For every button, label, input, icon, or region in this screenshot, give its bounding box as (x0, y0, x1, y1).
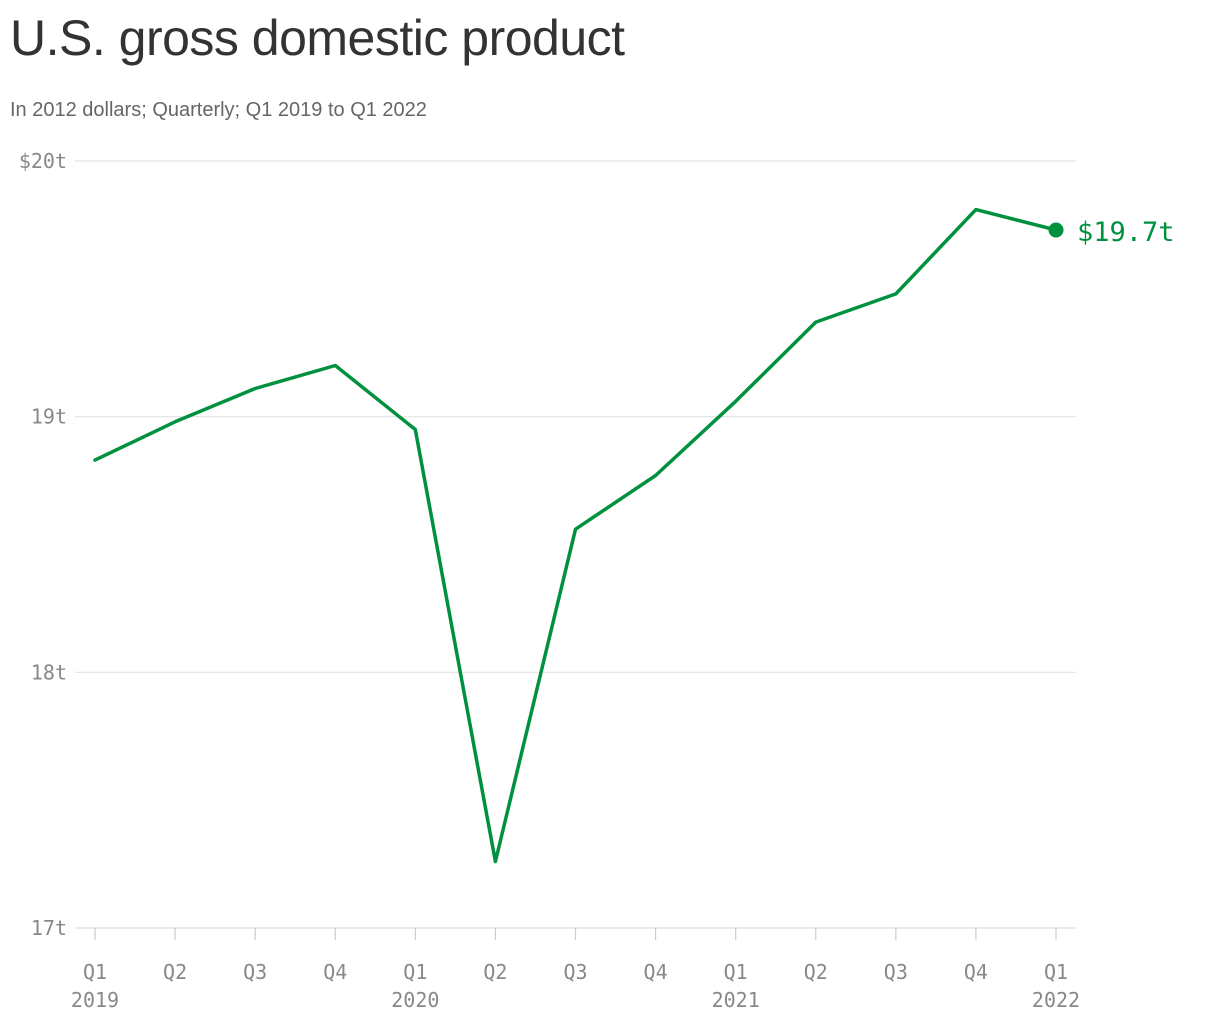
x-tick-label: Q1 (1044, 960, 1068, 984)
x-axis: Q1 2019 Q2 Q3 Q4 Q1 2020 Q2 Q3 Q4 Q1 2021 Q2 Q3 Q4 Q1 20… (71, 928, 1080, 1012)
x-year-label: 2020 (391, 988, 439, 1012)
x-tick-label: Q2 (483, 960, 507, 984)
y-axis: $20t 19t 18t 17t (19, 149, 67, 940)
y-tick-label: 18t (31, 660, 67, 684)
gridlines (75, 160, 1076, 929)
x-tick-label: Q4 (644, 960, 668, 984)
y-tick-label: 19t (31, 405, 67, 429)
end-point-marker (1048, 222, 1064, 238)
x-tick-label: Q2 (804, 960, 828, 984)
gdp-series-line (93, 207, 1058, 864)
series-layer: $19.7t (93, 207, 1175, 864)
chart-subtitle: In 2012 dollars; Quarterly; Q1 2019 to Q… (10, 99, 427, 121)
x-tick-label: Q4 (323, 960, 347, 984)
x-tick-label: Q3 (563, 960, 587, 984)
x-year-label: 2019 (71, 988, 119, 1012)
y-tick-label: $20t (19, 149, 67, 173)
x-tick-label: Q2 (163, 960, 187, 984)
x-year-label: 2022 (1032, 988, 1080, 1012)
x-tick-label: Q1 (83, 960, 107, 984)
x-tick-label: Q3 (243, 960, 267, 984)
x-tick-label: Q1 (724, 960, 748, 984)
x-tick-label: Q4 (964, 960, 988, 984)
y-tick-label: 17t (31, 916, 67, 940)
x-tick-label: Q1 (403, 960, 427, 984)
chart-title: U.S. gross domestic product (10, 10, 625, 66)
x-year-label: 2021 (712, 988, 760, 1012)
end-value-label: $19.7t (1077, 217, 1175, 248)
x-tick-label: Q3 (884, 960, 908, 984)
